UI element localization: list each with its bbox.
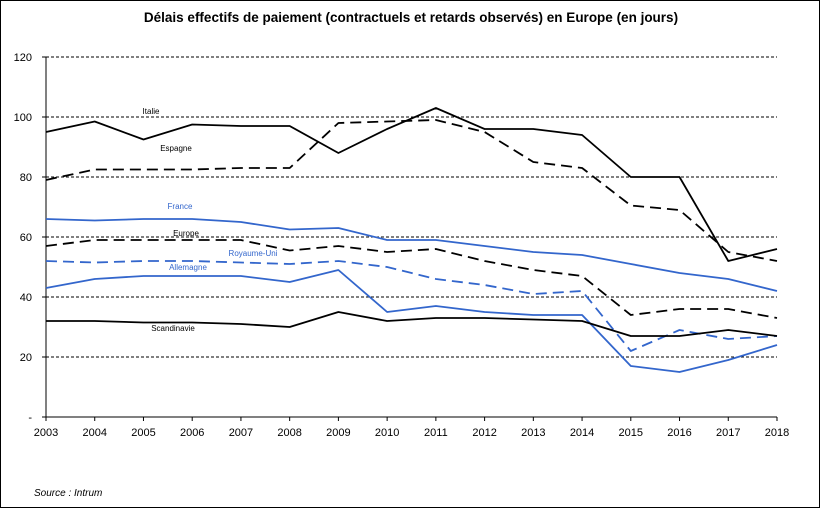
series-line-espagne — [45, 119, 778, 262]
x-tick-label: 2015 — [619, 427, 643, 439]
x-tick-label: 2009 — [326, 427, 350, 439]
chart-title: Délais effectifs de paiement (contractue… — [143, 10, 679, 25]
series-line-royaume-uni — [45, 260, 778, 352]
y-tick-label: 40 — [20, 292, 32, 304]
source-note: Source : Intrum — [34, 488, 103, 499]
x-tick-label: 2006 — [180, 427, 204, 439]
x-tick-label: 2014 — [570, 427, 594, 439]
x-tick-label: 2012 — [472, 427, 496, 439]
y-tick-label: 60 — [20, 232, 32, 244]
y-tick-label: 80 — [20, 172, 32, 184]
x-tick-label: 2007 — [229, 427, 253, 439]
x-tick-label: 2004 — [82, 427, 106, 439]
series-label-royaume-uni: Royaume-Uni — [229, 249, 278, 258]
series-line-europe — [45, 239, 778, 319]
series-line-scandinavie — [46, 311, 778, 337]
x-tick-label: 2016 — [667, 427, 691, 439]
series-label-italie: Italie — [143, 107, 160, 116]
x-tick-label: 2005 — [131, 427, 155, 439]
x-tick-label: 2008 — [277, 427, 301, 439]
series-label-espagne: Espagne — [160, 144, 192, 153]
series-line-allemagne — [45, 269, 778, 373]
x-tick-label: 2010 — [375, 427, 399, 439]
y-tick-label: 20 — [20, 352, 32, 364]
y-tick-label: 100 — [14, 112, 32, 124]
y-tick-label: 120 — [14, 52, 32, 64]
series-label-allemagne: Allemagne — [169, 263, 207, 272]
x-tick-label: 2018 — [765, 427, 789, 439]
series-label-france: France — [168, 202, 193, 211]
series-line-italie — [45, 107, 778, 262]
y-tick-label: - — [28, 412, 32, 424]
x-tick-label: 2017 — [716, 427, 740, 439]
series-line-france — [45, 218, 778, 292]
x-tick-label: 2011 — [424, 427, 448, 439]
series-label-europe: Europe — [173, 229, 199, 238]
x-tick-label: 2003 — [34, 427, 58, 439]
series-label-scandinavie: Scandinavie — [151, 324, 195, 333]
x-tick-label: 2013 — [521, 427, 545, 439]
